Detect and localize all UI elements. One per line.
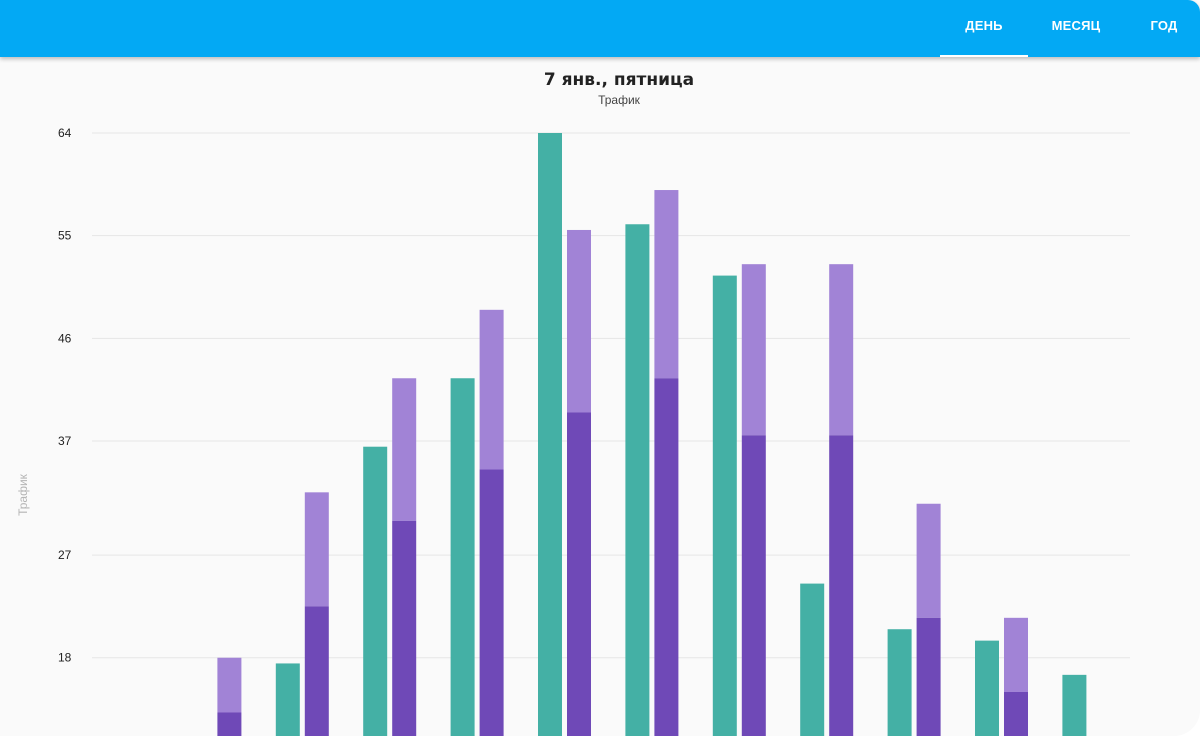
bar-purple-upper xyxy=(217,657,242,713)
y-axis-label: Трафик xyxy=(16,473,30,516)
bar-teal xyxy=(363,446,388,736)
bar-purple-lower xyxy=(829,435,854,736)
bar-teal xyxy=(625,224,650,736)
chart-subtitle: Трафик xyxy=(598,93,641,107)
bar-teal xyxy=(800,583,825,736)
chart-title: 7 янв., пятница xyxy=(544,70,694,90)
bar-teal xyxy=(975,640,999,736)
bar-teal xyxy=(1062,674,1087,736)
bar-purple-upper xyxy=(567,229,591,413)
y-tick-label: 46 xyxy=(58,331,72,345)
bar-purple-upper xyxy=(741,264,766,436)
bar-purple-lower xyxy=(1004,691,1028,736)
bar-purple-lower xyxy=(741,435,766,736)
bar-teal xyxy=(538,133,562,736)
tab-month-label: МЕСЯЦ xyxy=(1051,18,1101,33)
tab-year-label: ГОД xyxy=(1150,18,1178,33)
bar-purple-upper xyxy=(654,190,679,379)
bar-purple-lower xyxy=(567,412,591,736)
y-tick-label: 27 xyxy=(58,548,72,562)
tab-day[interactable]: ДЕНЬ xyxy=(940,0,1028,57)
y-tick-label: 37 xyxy=(58,434,72,448)
bar-teal xyxy=(887,629,912,736)
tab-day-label: ДЕНЬ xyxy=(965,18,1003,33)
bar-teal xyxy=(275,663,300,736)
top-app-bar: ДЕНЬ МЕСЯЦ ГОД xyxy=(0,0,1200,57)
bar-purple-upper xyxy=(479,309,504,470)
bar-purple-upper xyxy=(392,378,417,521)
bar-purple-lower xyxy=(916,617,941,736)
bar-teal xyxy=(450,378,475,736)
bar-purple-lower xyxy=(304,606,329,736)
bar-purple-upper xyxy=(916,503,941,618)
y-tick-label: 55 xyxy=(58,229,72,243)
bar-purple-lower xyxy=(479,469,504,736)
bar-purple-lower xyxy=(217,712,242,736)
bars xyxy=(217,133,1087,736)
bar-purple-upper xyxy=(829,264,854,436)
tab-year[interactable]: ГОД xyxy=(1132,0,1196,57)
bar-purple-upper xyxy=(304,492,329,607)
bar-purple-lower xyxy=(392,520,417,736)
bar-purple-lower xyxy=(654,378,679,736)
active-tab-indicator xyxy=(940,55,1028,57)
bar-teal xyxy=(712,275,737,736)
bar-purple-upper xyxy=(1004,617,1028,692)
y-tick-labels: 64 55 46 37 27 18 xyxy=(58,126,72,665)
y-tick-label: 64 xyxy=(58,126,72,140)
y-tick-label: 18 xyxy=(58,651,72,665)
gridlines xyxy=(92,132,1130,659)
tab-month[interactable]: МЕСЯЦ xyxy=(1030,0,1122,57)
